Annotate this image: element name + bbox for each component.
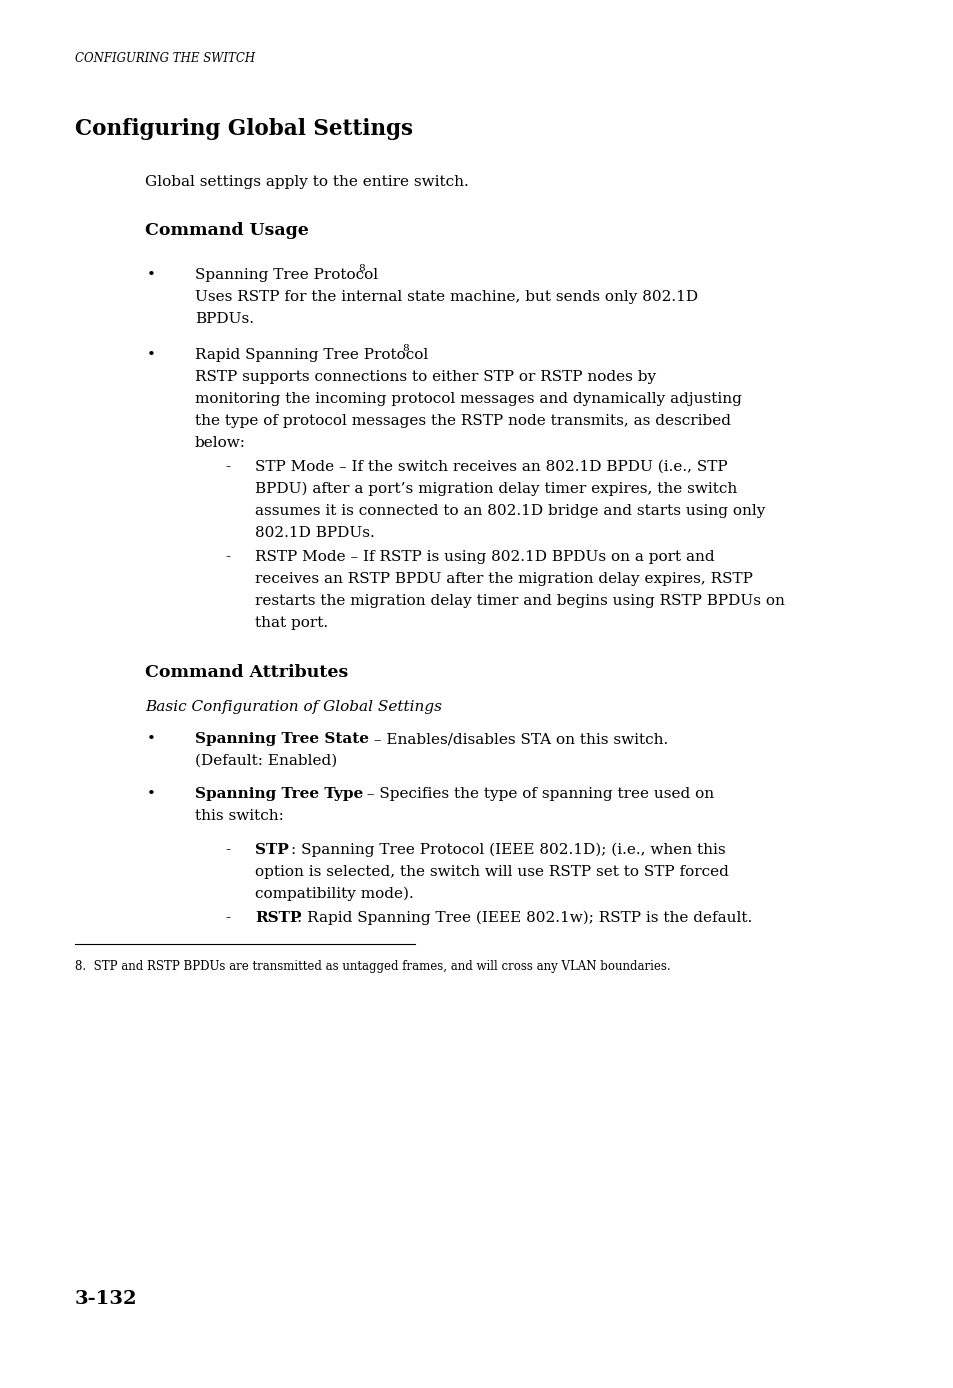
Text: : Rapid Spanning Tree (IEEE 802.1w); RSTP is the default.: : Rapid Spanning Tree (IEEE 802.1w); RST… bbox=[296, 911, 752, 926]
Text: Rapid Spanning Tree Protocol: Rapid Spanning Tree Protocol bbox=[194, 348, 428, 362]
Text: RSTP: RSTP bbox=[254, 911, 301, 924]
Text: option is selected, the switch will use RSTP set to STP forced: option is selected, the switch will use … bbox=[254, 865, 728, 879]
Text: Command Usage: Command Usage bbox=[145, 222, 309, 239]
Text: -: - bbox=[225, 550, 230, 564]
Text: monitoring the incoming protocol messages and dynamically adjusting: monitoring the incoming protocol message… bbox=[194, 391, 741, 407]
Text: assumes it is connected to an 802.1D bridge and starts using only: assumes it is connected to an 802.1D bri… bbox=[254, 504, 764, 518]
Text: -: - bbox=[225, 911, 230, 924]
Text: 3-132: 3-132 bbox=[75, 1289, 137, 1307]
Text: Configuring Global Settings: Configuring Global Settings bbox=[75, 118, 413, 140]
Text: •: • bbox=[147, 348, 155, 362]
Text: BPDUs.: BPDUs. bbox=[194, 312, 253, 326]
Text: Spanning Tree Protocol: Spanning Tree Protocol bbox=[194, 268, 377, 282]
Text: that port.: that port. bbox=[254, 616, 328, 630]
Text: below:: below: bbox=[194, 436, 246, 450]
Text: 8: 8 bbox=[357, 264, 364, 273]
Text: CONFIGURING THE SWITCH: CONFIGURING THE SWITCH bbox=[75, 51, 254, 65]
Text: BPDU) after a port’s migration delay timer expires, the switch: BPDU) after a port’s migration delay tim… bbox=[254, 482, 737, 497]
Text: Command Attributes: Command Attributes bbox=[145, 663, 348, 682]
Text: -: - bbox=[225, 459, 230, 473]
Text: STP Mode – If the switch receives an 802.1D BPDU (i.e., STP: STP Mode – If the switch receives an 802… bbox=[254, 459, 727, 473]
Text: Uses RSTP for the internal state machine, but sends only 802.1D: Uses RSTP for the internal state machine… bbox=[194, 290, 698, 304]
Text: RSTP supports connections to either STP or RSTP nodes by: RSTP supports connections to either STP … bbox=[194, 371, 656, 384]
Text: •: • bbox=[147, 731, 155, 745]
Text: 8.  STP and RSTP BPDUs are transmitted as untagged frames, and will cross any VL: 8. STP and RSTP BPDUs are transmitted as… bbox=[75, 960, 670, 973]
Text: restarts the migration delay timer and begins using RSTP BPDUs on: restarts the migration delay timer and b… bbox=[254, 594, 784, 608]
Text: -: - bbox=[225, 843, 230, 856]
Text: STP: STP bbox=[254, 843, 289, 856]
Text: •: • bbox=[147, 268, 155, 282]
Text: compatibility mode).: compatibility mode). bbox=[254, 887, 414, 901]
Text: Spanning Tree State: Spanning Tree State bbox=[194, 731, 369, 745]
Text: •: • bbox=[147, 787, 155, 801]
Text: this switch:: this switch: bbox=[194, 809, 284, 823]
Text: RSTP Mode – If RSTP is using 802.1D BPDUs on a port and: RSTP Mode – If RSTP is using 802.1D BPDU… bbox=[254, 550, 714, 564]
Text: Spanning Tree Type: Spanning Tree Type bbox=[194, 787, 363, 801]
Text: – Enables/disables STA on this switch.: – Enables/disables STA on this switch. bbox=[369, 731, 667, 745]
Text: (Default: Enabled): (Default: Enabled) bbox=[194, 754, 337, 768]
Text: 8: 8 bbox=[401, 344, 408, 353]
Text: Global settings apply to the entire switch.: Global settings apply to the entire swit… bbox=[145, 175, 468, 189]
Text: 802.1D BPDUs.: 802.1D BPDUs. bbox=[254, 526, 375, 540]
Text: receives an RSTP BPDU after the migration delay expires, RSTP: receives an RSTP BPDU after the migratio… bbox=[254, 572, 752, 586]
Text: the type of protocol messages the RSTP node transmits, as described: the type of protocol messages the RSTP n… bbox=[194, 414, 730, 428]
Text: – Specifies the type of spanning tree used on: – Specifies the type of spanning tree us… bbox=[361, 787, 714, 801]
Text: : Spanning Tree Protocol (IEEE 802.1D); (i.e., when this: : Spanning Tree Protocol (IEEE 802.1D); … bbox=[291, 843, 725, 858]
Text: Basic Configuration of Global Settings: Basic Configuration of Global Settings bbox=[145, 700, 441, 713]
